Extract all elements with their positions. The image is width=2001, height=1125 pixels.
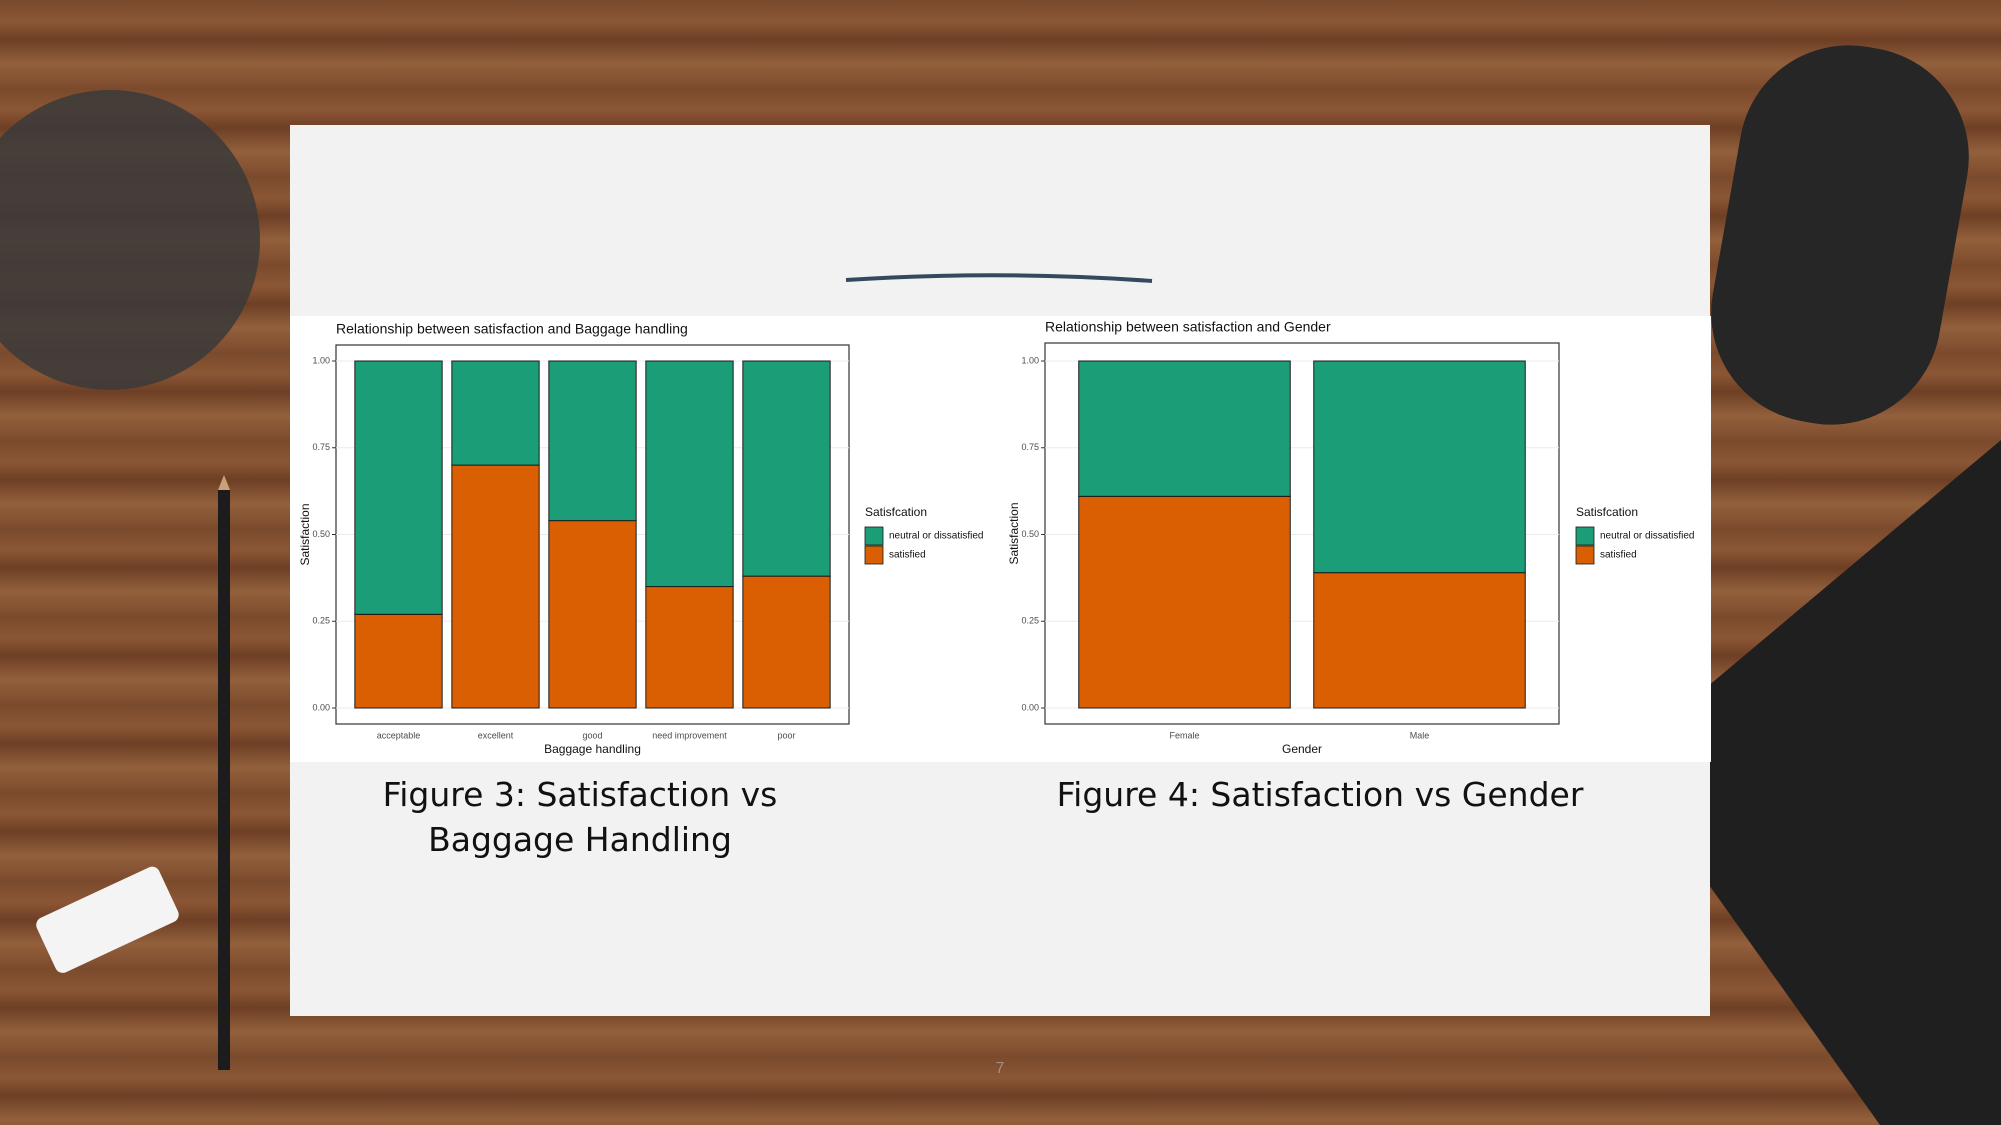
caption: Figure 3: Satisfaction vs Baggage Handli… [382,775,778,859]
eraser [36,866,179,973]
y-tick-label: 0.25 [312,616,330,626]
bar-segment [451,360,540,466]
keyboard [1620,440,2001,1125]
legend-key [1575,526,1595,546]
bar-segment [645,360,734,588]
pen-holder [0,90,260,390]
x-tick-label: excellent [478,730,514,740]
pencil [218,490,230,1070]
y-tick-label: 0.25 [1021,616,1039,626]
x-tick-label: Female [1169,730,1199,740]
bar-segment [1078,360,1291,497]
x-tick-label: need improvement [652,730,727,740]
decorations [0,45,2001,1125]
bar-segment [1313,360,1526,574]
bar-segment [742,360,831,577]
pencil-tip [218,475,230,490]
y-tick-label: 0.75 [312,442,330,452]
y-tick-label: 1.00 [1021,355,1039,365]
x-axis-label: Gender [1282,742,1322,756]
y-axis-label: Satisfaction [298,503,312,565]
legend-label: satisfied [889,550,926,561]
y-tick-label: 0.00 [1021,702,1039,712]
bar-segment [1078,495,1291,709]
y-tick-label: 0.00 [312,702,330,712]
legend-key [1575,545,1595,565]
y-tick-label: 0.50 [1021,529,1039,539]
bar-segment [548,360,637,522]
legend-title: Satisfcation [1576,505,1638,519]
page-number: 7 [995,1060,1005,1077]
bar-segment [354,360,443,615]
bar-segment [451,464,540,709]
bar-segment [548,520,637,709]
legend-key [864,545,884,565]
y-axis-label: Satisfaction [1007,502,1021,564]
legend-label: satisfied [1600,550,1637,561]
y-tick-label: 0.75 [1021,442,1039,452]
caption: Figure 4: Satisfaction vs Gender [1056,775,1584,814]
bar-segment [645,586,734,709]
x-tick-label: acceptable [377,730,421,740]
mouse [1711,45,1969,425]
bar-segment [1313,572,1526,709]
title-stroke [845,273,1153,283]
x-axis-label: Baggage handling [544,742,641,756]
chart-title: Relationship between satisfaction and Ba… [336,321,688,337]
y-tick-label: 1.00 [312,355,330,365]
legend-label: neutral or dissatisfied [1600,531,1695,542]
chart-title: Relationship between satisfaction and Ge… [1045,319,1331,335]
legend-label: neutral or dissatisfied [889,531,984,542]
legend-title: Satisfcation [865,505,927,519]
bar-segment [354,613,443,709]
bar-segment [742,575,831,709]
x-tick-label: good [582,730,602,740]
x-tick-label: Male [1410,730,1430,740]
legend-key [864,526,884,546]
x-tick-label: poor [777,730,795,740]
y-tick-label: 0.50 [312,529,330,539]
